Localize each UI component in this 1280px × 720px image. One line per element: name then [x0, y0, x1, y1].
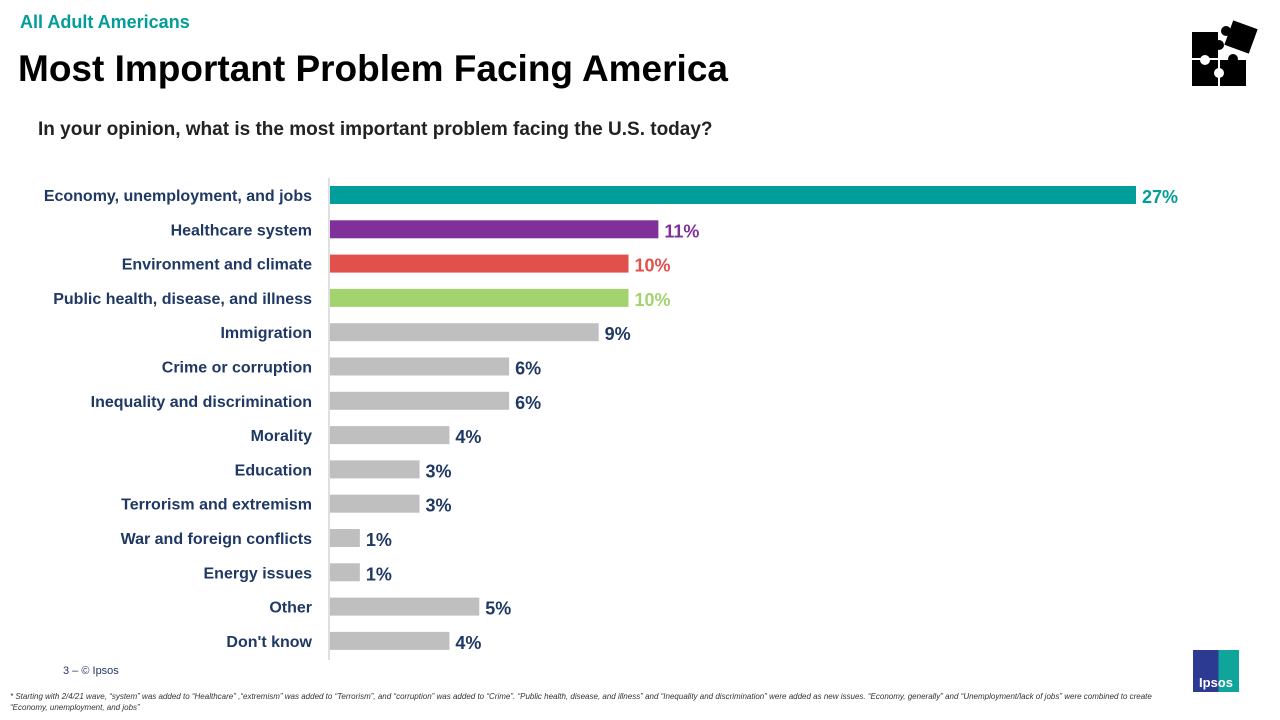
category-label: Morality [251, 428, 312, 445]
data-label: 4% [455, 427, 481, 447]
bar [330, 631, 450, 650]
data-label: 11% [664, 221, 699, 241]
category-label: Economy, unemployment, and jobs [44, 188, 312, 205]
category-label: War and foreign conflicts [121, 531, 313, 548]
bar [330, 494, 420, 513]
data-label: 3% [426, 496, 452, 516]
data-label: 6% [515, 359, 541, 379]
ipsos-logo: Ipsos [1193, 650, 1239, 692]
logo-text: Ipsos [1199, 675, 1233, 690]
bar [330, 563, 360, 582]
data-label: 9% [605, 324, 631, 344]
data-label: 3% [426, 461, 452, 481]
data-label: 4% [455, 633, 481, 653]
bar [330, 186, 1136, 204]
category-label: Other [269, 600, 312, 617]
bar [330, 220, 659, 239]
audience-label: All Adult Americans [20, 12, 190, 32]
bar [330, 288, 629, 307]
footnote: * Starting with 2/4/21 wave, “system” wa… [10, 692, 1152, 712]
data-label: 10% [635, 256, 671, 276]
category-label: Immigration [220, 325, 312, 342]
bar [330, 597, 480, 616]
bar [330, 426, 450, 445]
category-label: Energy issues [204, 565, 313, 582]
page-title: Most Important Problem Facing America [18, 48, 728, 89]
bar [330, 529, 360, 547]
data-label: 10% [635, 290, 671, 310]
category-label: Crime or corruption [162, 360, 312, 377]
data-label: 1% [366, 564, 392, 584]
category-label: Terrorism and extremism [121, 497, 312, 514]
puzzle-icon [1192, 20, 1258, 86]
page-number: 3 – © Ipsos [63, 665, 119, 677]
data-label: 5% [485, 599, 511, 619]
data-label: 1% [366, 530, 392, 550]
category-label: Don't know [226, 634, 312, 651]
bar-chart: Economy, unemployment, and jobs 27% Health… [44, 178, 1178, 660]
bar [330, 460, 420, 479]
bar [330, 254, 629, 273]
bar [330, 391, 510, 410]
bar [330, 357, 510, 376]
data-label: 27% [1142, 187, 1178, 207]
data-label: 6% [515, 393, 541, 413]
survey-question: In your opinion, what is the most import… [38, 119, 713, 140]
category-label: Public health, disease, and illness [53, 291, 312, 308]
category-label: Healthcare system [171, 222, 312, 239]
category-label: Environment and climate [122, 257, 312, 274]
bar [330, 323, 599, 342]
category-label: Education [235, 462, 312, 479]
category-label: Inequality and discrimination [91, 394, 312, 411]
